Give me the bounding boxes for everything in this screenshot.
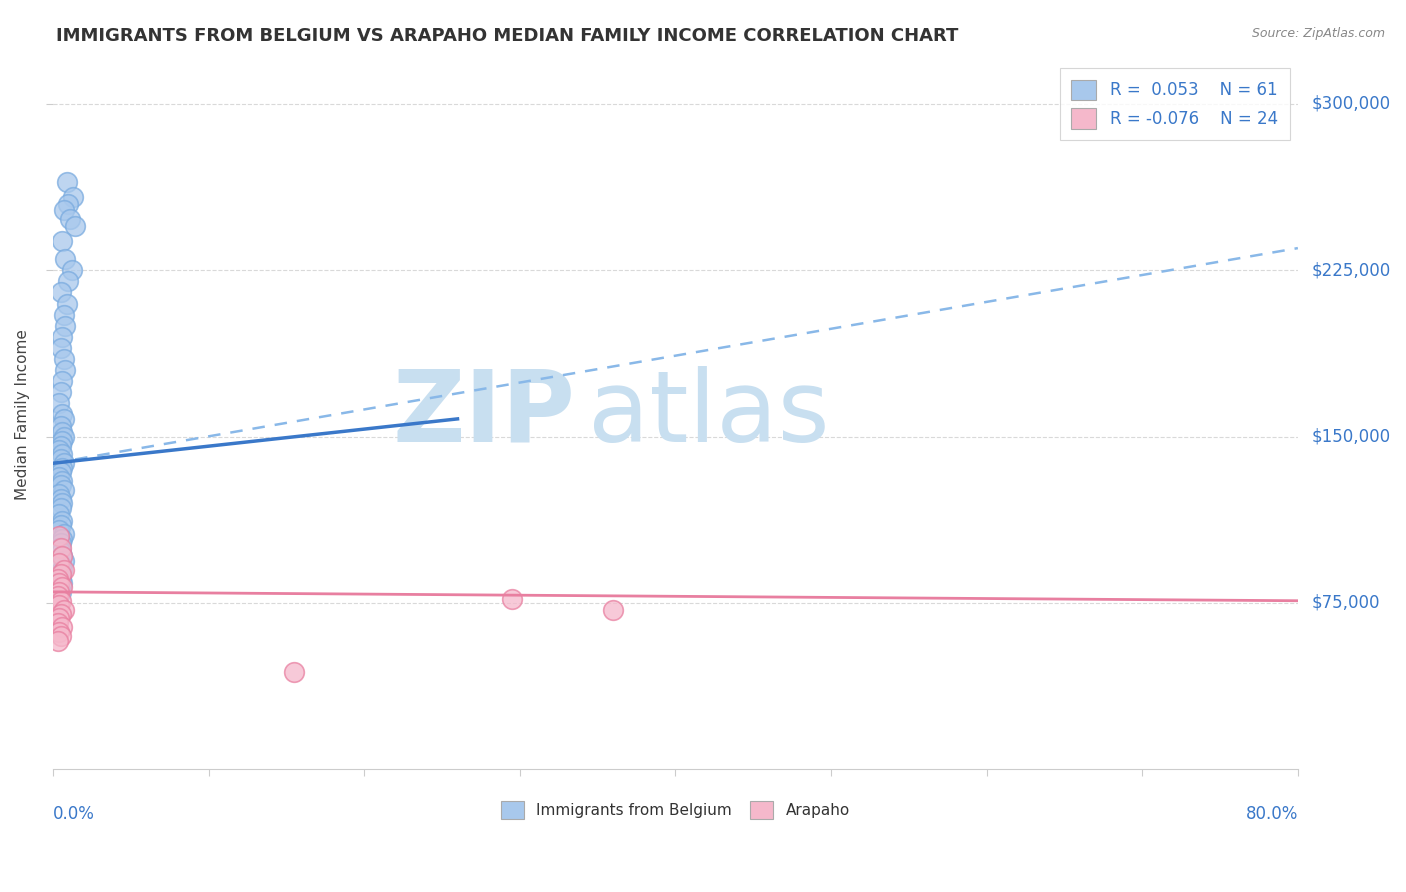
Point	[49, 545, 72, 559]
Point	[51, 374, 73, 388]
Point	[48, 556, 70, 570]
Point	[49, 491, 72, 506]
Text: 0.0%: 0.0%	[53, 805, 94, 822]
Point	[46, 590, 69, 604]
Point	[46, 615, 69, 630]
Text: Source: ZipAtlas.com: Source: ZipAtlas.com	[1251, 27, 1385, 40]
Point	[49, 341, 72, 355]
Point	[60, 263, 83, 277]
Point	[49, 451, 72, 466]
Point	[48, 624, 70, 639]
Point	[46, 633, 69, 648]
Point	[56, 296, 79, 310]
Point	[48, 529, 70, 543]
Point	[53, 252, 76, 267]
Point	[49, 607, 72, 621]
Text: atlas: atlas	[588, 366, 830, 463]
Point	[48, 541, 70, 555]
Point	[48, 567, 70, 582]
Point	[58, 274, 80, 288]
Point	[53, 363, 76, 377]
Point	[51, 549, 73, 564]
Point	[51, 474, 73, 488]
Point	[48, 442, 70, 457]
Point	[49, 558, 72, 573]
Point	[48, 598, 70, 612]
Text: IMMIGRANTS FROM BELGIUM VS ARAPAHO MEDIAN FAMILY INCOME CORRELATION CHART: IMMIGRANTS FROM BELGIUM VS ARAPAHO MEDIA…	[56, 27, 959, 45]
Point	[49, 572, 72, 586]
Point	[52, 203, 75, 218]
Text: $150,000: $150,000	[1312, 427, 1391, 446]
Point	[48, 611, 70, 625]
Point	[51, 434, 73, 448]
Point	[56, 175, 79, 189]
Point	[48, 581, 70, 595]
Point	[49, 285, 72, 300]
Point	[49, 585, 72, 599]
Text: $225,000: $225,000	[1312, 261, 1391, 279]
Point	[283, 665, 305, 679]
Point	[51, 408, 73, 422]
Point	[51, 581, 73, 595]
Point	[51, 514, 73, 528]
Point	[48, 396, 70, 410]
Point	[52, 483, 75, 497]
Point	[52, 554, 75, 568]
Point	[59, 212, 82, 227]
Point	[46, 590, 69, 604]
Point	[52, 351, 75, 366]
Point	[602, 602, 624, 616]
Point	[49, 418, 72, 433]
Point	[49, 629, 72, 643]
Point	[49, 500, 72, 515]
Text: $75,000: $75,000	[1312, 594, 1381, 612]
Point	[48, 576, 70, 591]
Point	[51, 447, 73, 461]
Point	[52, 456, 75, 470]
Point	[52, 527, 75, 541]
Point	[49, 567, 72, 582]
Point	[49, 518, 72, 533]
Point	[52, 412, 75, 426]
Point	[63, 219, 86, 233]
Point	[51, 460, 73, 475]
Point	[48, 508, 70, 522]
Point	[49, 465, 72, 479]
Y-axis label: Median Family Income: Median Family Income	[15, 329, 30, 500]
Point	[51, 235, 73, 249]
Point	[51, 425, 73, 440]
Point	[48, 487, 70, 501]
Point	[51, 563, 73, 577]
Point	[49, 541, 72, 555]
Point	[52, 563, 75, 577]
Point	[48, 469, 70, 483]
Point	[51, 532, 73, 546]
Point	[52, 602, 75, 616]
Text: ZIP: ZIP	[392, 366, 576, 463]
Point	[51, 620, 73, 634]
Point	[49, 536, 72, 550]
Point	[52, 429, 75, 443]
Point	[48, 585, 70, 599]
Point	[58, 196, 80, 211]
Point	[51, 330, 73, 344]
Point	[49, 593, 72, 607]
Point	[48, 523, 70, 537]
Point	[501, 591, 523, 606]
Point	[49, 478, 72, 492]
Point	[51, 576, 73, 591]
Point	[51, 549, 73, 564]
Text: $300,000: $300,000	[1312, 95, 1391, 113]
Point	[49, 438, 72, 452]
Point	[52, 308, 75, 322]
Point	[62, 190, 84, 204]
Point	[51, 496, 73, 510]
Legend: Immigrants from Belgium, Arapaho: Immigrants from Belgium, Arapaho	[495, 795, 856, 825]
Text: 80.0%: 80.0%	[1246, 805, 1298, 822]
Point	[49, 385, 72, 400]
Point	[46, 572, 69, 586]
Point	[53, 318, 76, 333]
